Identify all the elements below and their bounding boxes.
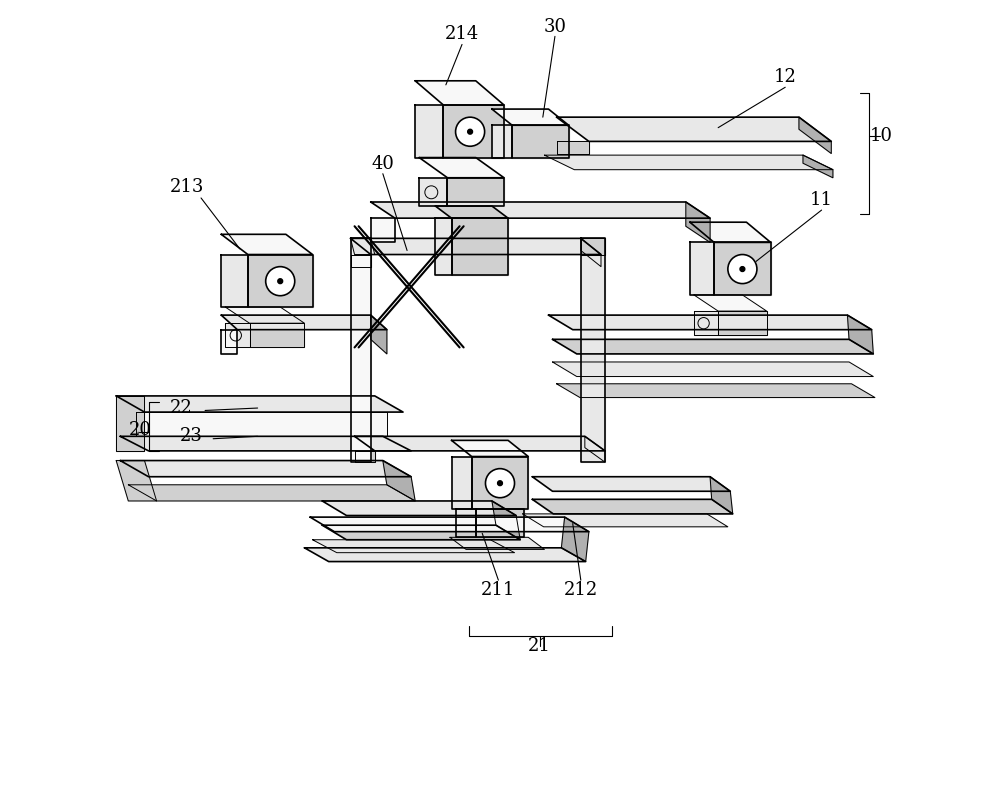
Polygon shape xyxy=(523,514,728,527)
Text: 11: 11 xyxy=(810,191,833,209)
Polygon shape xyxy=(415,81,504,105)
Polygon shape xyxy=(120,461,411,477)
Polygon shape xyxy=(561,517,589,562)
Polygon shape xyxy=(443,105,504,158)
Polygon shape xyxy=(799,117,831,154)
Polygon shape xyxy=(581,238,605,462)
Polygon shape xyxy=(476,509,524,537)
Polygon shape xyxy=(120,436,411,451)
Polygon shape xyxy=(694,295,767,311)
Circle shape xyxy=(456,117,485,146)
Polygon shape xyxy=(351,238,371,462)
Polygon shape xyxy=(456,509,476,537)
Polygon shape xyxy=(351,255,371,267)
Polygon shape xyxy=(355,451,375,462)
Circle shape xyxy=(468,129,473,134)
Polygon shape xyxy=(548,315,872,330)
Polygon shape xyxy=(557,141,589,154)
Polygon shape xyxy=(415,105,443,158)
Polygon shape xyxy=(532,499,733,514)
Polygon shape xyxy=(221,255,248,307)
Polygon shape xyxy=(304,548,586,562)
Circle shape xyxy=(728,255,757,284)
Polygon shape xyxy=(714,242,771,295)
Polygon shape xyxy=(221,315,387,330)
Circle shape xyxy=(498,481,502,486)
Polygon shape xyxy=(351,238,601,255)
Polygon shape xyxy=(419,178,447,206)
Text: 22: 22 xyxy=(169,399,192,417)
Text: 10: 10 xyxy=(870,127,893,145)
Polygon shape xyxy=(383,461,415,501)
Circle shape xyxy=(266,267,295,296)
Polygon shape xyxy=(686,202,710,242)
Text: 212: 212 xyxy=(564,581,598,599)
Polygon shape xyxy=(371,315,387,354)
Polygon shape xyxy=(492,109,569,125)
Polygon shape xyxy=(322,525,520,540)
Text: 20: 20 xyxy=(129,421,152,439)
Polygon shape xyxy=(371,202,710,218)
Text: 21: 21 xyxy=(527,638,550,655)
Polygon shape xyxy=(492,501,520,540)
Polygon shape xyxy=(532,477,730,491)
Polygon shape xyxy=(371,218,395,242)
Polygon shape xyxy=(221,234,313,255)
Polygon shape xyxy=(128,485,415,501)
Circle shape xyxy=(740,267,745,271)
Polygon shape xyxy=(435,206,508,218)
Polygon shape xyxy=(452,218,508,275)
Text: 211: 211 xyxy=(481,581,516,599)
Polygon shape xyxy=(544,155,833,170)
Polygon shape xyxy=(557,384,875,398)
Polygon shape xyxy=(116,396,403,412)
Polygon shape xyxy=(225,307,304,323)
Text: 213: 213 xyxy=(170,179,204,196)
Polygon shape xyxy=(847,315,873,354)
Polygon shape xyxy=(718,311,767,335)
Polygon shape xyxy=(710,477,733,514)
Polygon shape xyxy=(581,238,605,255)
Text: 30: 30 xyxy=(543,18,566,36)
Polygon shape xyxy=(351,238,375,255)
Polygon shape xyxy=(553,339,873,354)
Polygon shape xyxy=(492,125,512,158)
Polygon shape xyxy=(452,457,472,509)
Text: 12: 12 xyxy=(774,68,797,86)
Polygon shape xyxy=(322,501,516,516)
Polygon shape xyxy=(221,330,237,354)
Circle shape xyxy=(278,279,283,284)
Polygon shape xyxy=(116,461,157,501)
Polygon shape xyxy=(472,457,528,509)
Polygon shape xyxy=(450,537,544,549)
Polygon shape xyxy=(313,540,515,553)
Polygon shape xyxy=(452,440,528,457)
Text: 214: 214 xyxy=(445,25,479,43)
Polygon shape xyxy=(553,362,873,377)
Polygon shape xyxy=(250,323,304,347)
Polygon shape xyxy=(690,222,771,242)
Text: 40: 40 xyxy=(371,155,394,173)
Polygon shape xyxy=(248,255,313,307)
Polygon shape xyxy=(136,412,387,436)
Polygon shape xyxy=(581,238,601,267)
Polygon shape xyxy=(435,218,452,275)
Polygon shape xyxy=(225,323,250,347)
Polygon shape xyxy=(585,436,605,462)
Polygon shape xyxy=(447,178,504,206)
Polygon shape xyxy=(557,117,831,141)
Polygon shape xyxy=(419,158,504,178)
Polygon shape xyxy=(803,155,833,178)
Polygon shape xyxy=(512,125,569,158)
Polygon shape xyxy=(116,396,144,451)
Polygon shape xyxy=(694,311,718,335)
Text: 23: 23 xyxy=(180,427,203,445)
Polygon shape xyxy=(310,517,589,532)
Polygon shape xyxy=(690,242,714,295)
Circle shape xyxy=(485,469,515,498)
Polygon shape xyxy=(355,436,605,451)
